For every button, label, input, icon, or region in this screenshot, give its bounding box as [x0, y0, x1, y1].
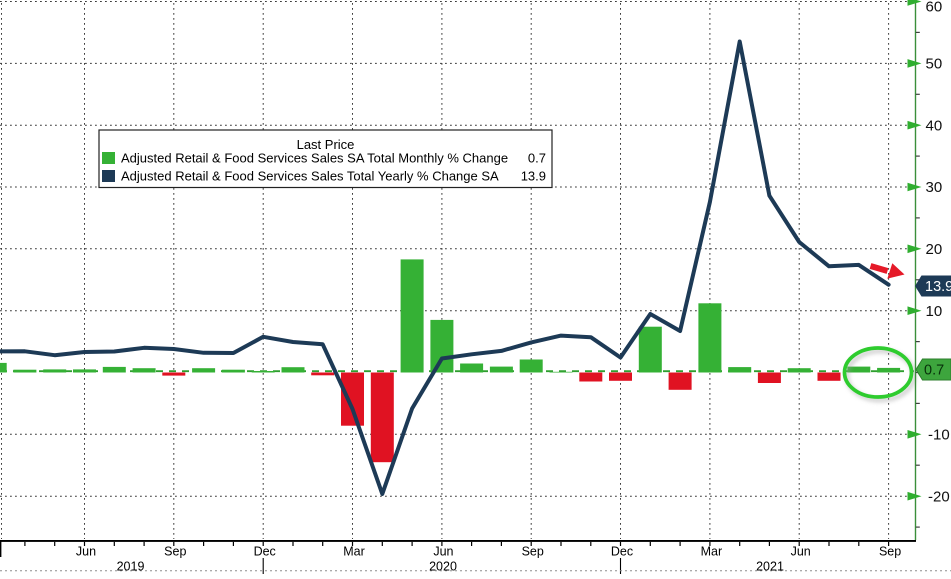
svg-text:Jun: Jun	[433, 545, 453, 559]
svg-text:30: 30	[926, 179, 943, 196]
svg-text:Mar: Mar	[343, 545, 365, 559]
svg-text:Sep: Sep	[164, 545, 186, 559]
svg-text:Last Price: Last Price	[297, 137, 355, 152]
svg-text:Adjusted Retail & Food Service: Adjusted Retail & Food Services Sales SA…	[121, 151, 508, 166]
svg-text:Dec: Dec	[254, 545, 276, 559]
svg-text:20: 20	[926, 241, 943, 258]
svg-text:0.7: 0.7	[528, 151, 546, 166]
svg-text:Sep: Sep	[522, 545, 544, 559]
svg-text:60: 60	[926, 0, 943, 16]
svg-text:50: 50	[926, 56, 943, 73]
svg-text:10: 10	[926, 303, 943, 320]
svg-text:Dec: Dec	[611, 545, 633, 559]
svg-text:Jun: Jun	[791, 545, 811, 559]
svg-text:2021: 2021	[756, 560, 784, 574]
svg-text:Adjusted Retail & Food Service: Adjusted Retail & Food Services Sales To…	[121, 169, 499, 184]
svg-text:Sep: Sep	[879, 545, 901, 559]
svg-text:2019: 2019	[117, 560, 145, 574]
svg-text:0.7: 0.7	[924, 363, 944, 379]
svg-text:Jun: Jun	[76, 545, 96, 559]
svg-text:40: 40	[926, 117, 943, 134]
svg-text:Mar: Mar	[701, 545, 723, 559]
svg-text:13.9: 13.9	[521, 169, 546, 184]
svg-text:-10: -10	[928, 427, 950, 444]
svg-text:-20: -20	[928, 488, 950, 505]
svg-text:13.9: 13.9	[925, 279, 951, 295]
svg-text:2020: 2020	[429, 560, 457, 574]
